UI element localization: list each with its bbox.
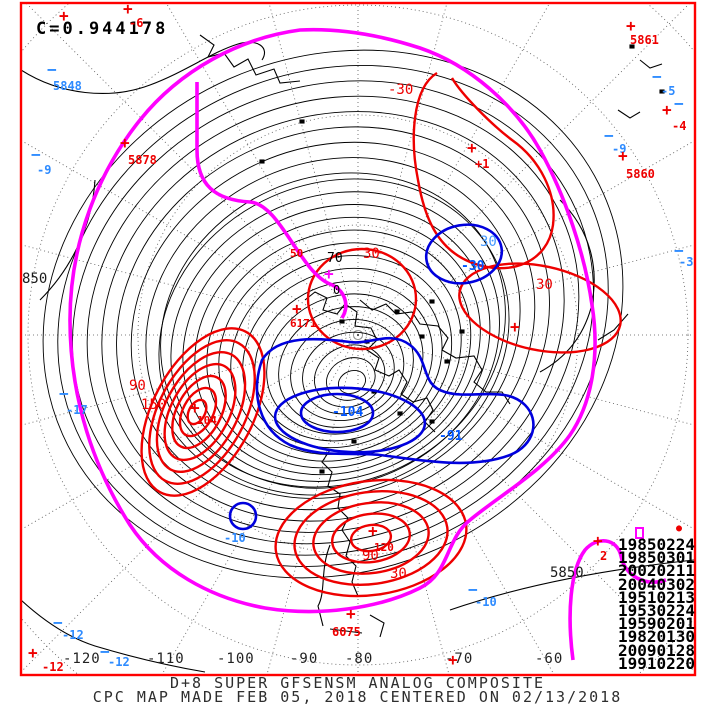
plus-marker: + <box>324 264 334 283</box>
minus-marker: − <box>468 580 478 599</box>
map-label: -30 <box>388 82 414 98</box>
plus-marker: + <box>59 6 69 25</box>
plus-marker: + <box>123 0 133 18</box>
map-label: 5848 <box>53 79 82 93</box>
map-label: 90 <box>129 378 146 394</box>
minus-marker: − <box>31 145 41 164</box>
analog-date: 19850224 <box>617 535 695 554</box>
analog-date: 19530224 <box>617 600 695 620</box>
map-label: +1 <box>475 157 490 171</box>
analog-date: 20020211 <box>617 561 695 581</box>
plus-marker: + <box>292 299 302 318</box>
minus-marker: − <box>674 241 684 260</box>
map-label: 5878 <box>128 153 157 167</box>
plus-marker: + <box>618 146 628 165</box>
map-label: -4 <box>672 119 687 133</box>
map-label: -12 <box>62 628 84 642</box>
map-label: -104 <box>332 405 364 420</box>
map-label: -10 <box>475 595 497 609</box>
plus-marker: + <box>593 531 603 550</box>
map-label: -10 <box>224 531 246 545</box>
longitude-label: -60 <box>535 651 564 667</box>
plus-marker: + <box>368 521 378 540</box>
analog-date: 19510213 <box>617 587 695 607</box>
plus-marker: + <box>120 133 130 152</box>
negative-anomaly-contours <box>228 223 535 531</box>
analog-date: 19910220 <box>617 653 695 673</box>
height-contours <box>42 49 624 579</box>
correlation-value: C=0.944178 <box>36 19 169 39</box>
longitude-label: -80 <box>345 651 374 667</box>
map-label: -5 <box>661 84 676 98</box>
plus-marker: + <box>448 650 458 669</box>
map-label: -12 <box>108 655 130 669</box>
zero-line-contours <box>68 27 667 661</box>
analog-date: 19590201 <box>617 614 695 634</box>
analog-date: 19820130 <box>617 627 695 647</box>
minus-marker: − <box>604 126 614 145</box>
plus-marker: + <box>467 138 477 157</box>
map-label: 5860 <box>626 167 655 181</box>
map-label: -91 <box>439 429 463 444</box>
map-label: 50 <box>290 247 304 260</box>
plus-marker: + <box>346 604 356 623</box>
map-label: -9 <box>37 163 52 177</box>
analog-date: 20090128 <box>617 640 695 660</box>
plus-marker: + <box>28 643 38 662</box>
plus-marker: + <box>510 317 520 336</box>
map-label: -12 <box>42 660 64 674</box>
analog-date: 20040302 <box>617 574 695 594</box>
longitude-label: -100 <box>217 651 255 667</box>
plus-marker: + <box>662 100 672 119</box>
longitude-label: -70 <box>445 651 474 667</box>
minus-marker: − <box>47 60 57 79</box>
map-label: 850 <box>22 271 48 287</box>
longitude-label: -110 <box>147 651 185 667</box>
minus-marker: − <box>674 94 684 113</box>
map-label: 30 <box>536 277 553 293</box>
map-label: 30 <box>480 234 497 250</box>
map-label: 104 <box>197 414 217 427</box>
map-label: 30 <box>363 246 380 262</box>
map-frame <box>19 1 697 677</box>
minus-marker: − <box>652 67 662 86</box>
map-label: -3 <box>679 255 694 269</box>
map-subtitle: CPC MAP MADE FEB 05, 2018 CENTERED ON 02… <box>92 688 623 706</box>
map-label: -30 <box>461 259 485 274</box>
map-label: -17 <box>66 403 88 417</box>
map-label: 2 <box>600 549 608 563</box>
plus-marker: + <box>626 16 636 35</box>
analog-date: 19850301 <box>617 548 695 568</box>
minus-marker: − <box>100 642 110 661</box>
map-label: 5861 <box>630 33 659 47</box>
map-label: 5850 <box>550 565 584 581</box>
map-label: 120 <box>374 541 394 554</box>
positive-anomaly-contours <box>140 71 622 598</box>
map-label: 6075 <box>332 625 361 639</box>
minus-marker: − <box>53 613 63 632</box>
map-label: 30 <box>390 566 407 582</box>
analog-dates-list: 19850224 19850301 20020211 20040302 19510213… <box>609 535 695 673</box>
longitude-label: -120 <box>63 651 101 667</box>
longitude-label: -90 <box>290 651 319 667</box>
dot-marker: ● <box>676 523 683 534</box>
map-label: 90 <box>362 548 379 564</box>
map-label: 150 <box>141 397 167 413</box>
map-label: 70 <box>327 251 343 266</box>
plus-marker: + <box>190 398 200 417</box>
map-label: 0 <box>333 283 341 297</box>
map-label: -9 <box>612 142 627 156</box>
map-label: 6171 <box>290 317 317 330</box>
minus-marker: − <box>59 384 69 403</box>
map-label: -6 <box>129 16 144 30</box>
map-title: D+8 SUPER GFSENSM ANALOG COMPOSITE <box>169 674 546 692</box>
